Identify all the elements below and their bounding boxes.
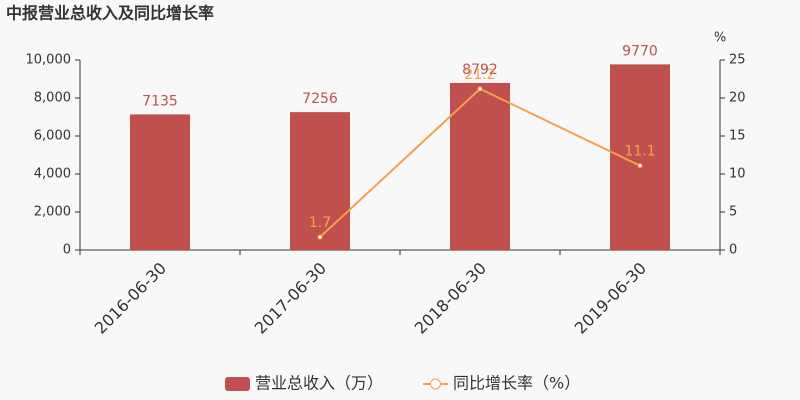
- data-label: 7256: [302, 91, 338, 107]
- bar: [610, 64, 670, 251]
- data-label: 8792: [462, 62, 498, 78]
- data-label: 9770: [622, 43, 658, 59]
- legend-label: 营业总收入（万）: [255, 374, 383, 393]
- y2-axis-label: %: [714, 31, 726, 46]
- legend-label: 同比增长率（%）: [453, 374, 580, 393]
- y2-tick-label: 10: [729, 167, 746, 182]
- y-tick-label: 10,000: [26, 53, 72, 68]
- y2-tick-label: 20: [729, 91, 746, 106]
- line-point: [317, 234, 323, 240]
- y-tick-label: 8,000: [34, 91, 71, 106]
- y-tick-label: 0: [63, 243, 71, 258]
- bar: [290, 112, 350, 250]
- data-label: 1.7: [309, 215, 331, 231]
- x-tick-label: 2017-06-30: [251, 259, 330, 338]
- bar: [130, 114, 190, 250]
- y2-tick-label: 5: [729, 205, 737, 220]
- x-tick-label: 2018-06-30: [411, 259, 490, 338]
- y2-tick-label: 15: [729, 129, 746, 144]
- chart-title: 中报营业总收入及同比增长率: [6, 4, 214, 23]
- line-point: [477, 86, 483, 92]
- legend-swatch-point: [430, 378, 442, 390]
- y2-tick-label: 0: [729, 243, 737, 258]
- y-tick-label: 6,000: [34, 129, 71, 144]
- data-label: 11.1: [624, 144, 655, 160]
- legend-swatch: [225, 377, 250, 391]
- x-tick-label: 2016-06-30: [91, 259, 170, 338]
- y-tick-label: 4,000: [34, 167, 71, 182]
- data-label: 7135: [142, 93, 178, 109]
- data-label: 21.2: [464, 67, 495, 83]
- y-tick-label: 2,000: [34, 205, 71, 220]
- x-tick-label: 2019-06-30: [571, 259, 650, 338]
- bar: [450, 82, 510, 251]
- line-point: [637, 163, 643, 169]
- y2-tick-label: 25: [729, 53, 746, 68]
